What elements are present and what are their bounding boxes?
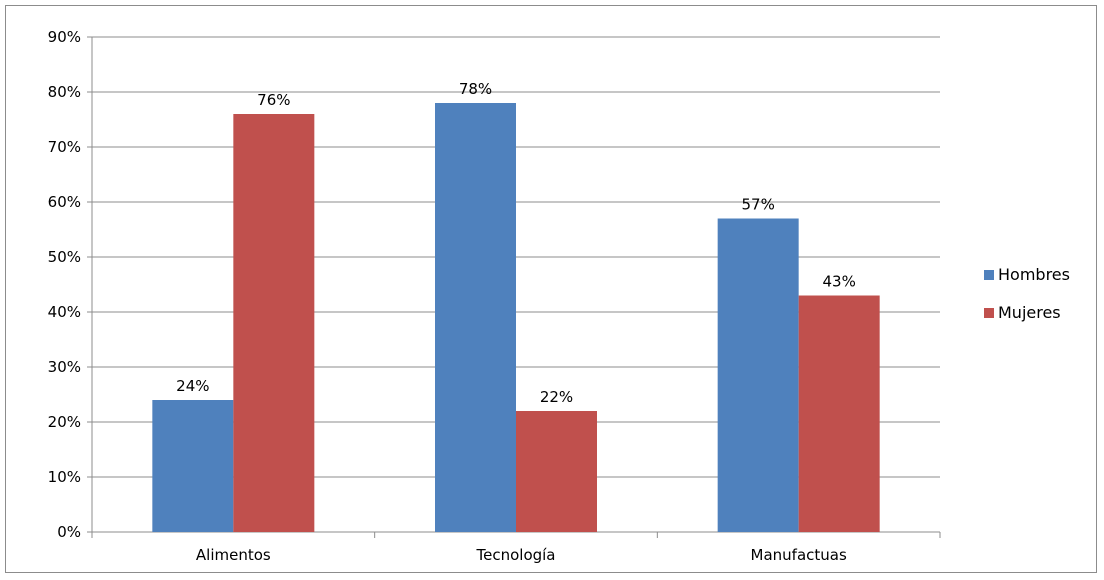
y-tick-label: 20% — [48, 413, 81, 431]
bar-mujeres-1 — [516, 411, 597, 532]
y-tick-label: 90% — [48, 28, 81, 46]
data-label: 57% — [741, 196, 774, 214]
bar-hombres-0 — [152, 400, 234, 532]
y-tick-label: 40% — [48, 303, 81, 321]
data-labels: 24% 76% 78% 22% 57% 43% — [176, 80, 856, 406]
bar-mujeres-0 — [233, 114, 315, 532]
x-tick-label: Manufactuas — [751, 546, 847, 564]
legend-label: Mujeres — [998, 303, 1061, 322]
bar-chart: 0% 10% 20% 30% 40% 50% 60% 70% 80% 90% Alimentos T… — [48, 28, 1070, 564]
y-tick-label: 10% — [48, 468, 81, 486]
bar-mujeres-2 — [798, 295, 880, 532]
y-axis: 0% 10% 20% 30% 40% 50% 60% 70% 80% 90% — [48, 28, 93, 541]
y-tick-label: 50% — [48, 248, 81, 266]
y-tick-label: 30% — [48, 358, 81, 376]
y-tick-label: 70% — [48, 138, 81, 156]
bars — [152, 103, 880, 532]
x-axis: Alimentos Tecnología Manufactuas — [91, 531, 941, 564]
data-label: 43% — [822, 273, 855, 291]
data-label: 22% — [540, 388, 573, 406]
legend-label: Hombres — [998, 265, 1070, 284]
data-label: 78% — [459, 80, 492, 98]
x-tick-label: Tecnología — [476, 546, 556, 564]
data-label: 24% — [176, 377, 209, 395]
legend-swatch-mujeres — [984, 308, 994, 318]
x-tick-label: Alimentos — [196, 546, 271, 564]
y-tick-label: 60% — [48, 193, 81, 211]
bar-hombres-2 — [717, 218, 799, 532]
bar-hombres-1 — [435, 103, 516, 532]
chart-frame: 0% 10% 20% 30% 40% 50% 60% 70% 80% 90% Alimentos T… — [5, 5, 1097, 573]
legend-swatch-hombres — [984, 270, 994, 280]
y-tick-label: 0% — [57, 523, 81, 541]
legend: Hombres Mujeres — [984, 265, 1070, 322]
y-tick-label: 80% — [48, 83, 81, 101]
data-label: 76% — [257, 91, 290, 109]
